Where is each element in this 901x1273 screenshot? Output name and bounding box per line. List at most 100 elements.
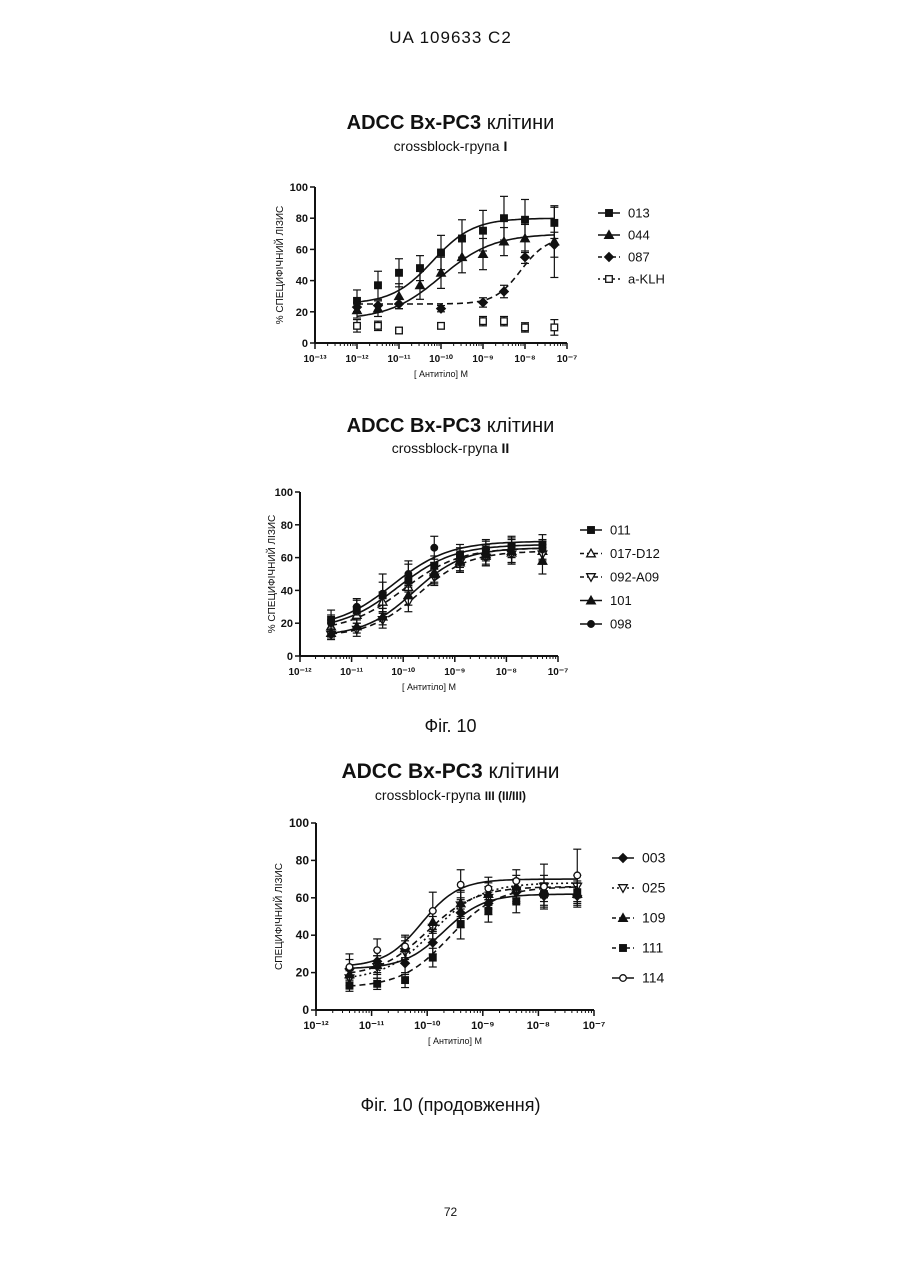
chart-3-point-111	[402, 977, 409, 984]
chart-2-point-098	[405, 571, 412, 578]
chart-3-point-114	[541, 883, 548, 890]
chart-3-ylabel: СПЕЦИФІЧНИЙ ЛІЗИС	[272, 863, 285, 970]
chart-3-ytick-label: 0	[302, 1003, 309, 1017]
chart-1-ytick-label: 80	[296, 213, 308, 225]
chart-1-legend-label-044: 044	[628, 228, 650, 243]
chart-3-point-111	[485, 908, 492, 915]
chart-3-point-114	[485, 885, 492, 892]
chart-1-point-087	[479, 298, 488, 307]
chart-3-ytick-label: 60	[296, 891, 310, 905]
chart-2-ytick-label: 100	[275, 487, 293, 499]
chart-1-xtick-label: 10⁻¹²	[345, 354, 369, 365]
chart-3-xtick-label: 10⁻⁸	[527, 1020, 550, 1032]
chart-2-ylabel: % СПЕЦИФІЧНИЙ ЛІЗИС	[265, 515, 278, 634]
chart-2-point-098	[431, 544, 438, 551]
chart-3-legend-label-003: 003	[642, 850, 666, 866]
chart-1-xtick-label: 10⁻⁸	[514, 354, 535, 365]
chart-2-point-098	[508, 544, 515, 551]
chart-1-xtick-label: 10⁻⁷	[557, 354, 578, 365]
chart-3-point-114	[574, 872, 581, 879]
chart-1-point-013	[438, 249, 445, 256]
chart-3-xtick-label: 10⁻¹⁰	[414, 1020, 441, 1032]
chart-2-xtick-label: 10⁻⁹	[444, 667, 465, 678]
chart-2-legend-marker-098	[588, 621, 595, 628]
chart-1-point-013	[480, 227, 487, 234]
chart-3-point-114	[402, 943, 409, 950]
chart-3-ytick-label: 100	[289, 816, 309, 830]
chart-2-point-098	[457, 551, 464, 558]
chart-2-point-098	[379, 590, 386, 597]
chart-1-point-a-KLH	[501, 318, 508, 325]
chart-3-point-111	[457, 921, 464, 928]
chart-3-point-114	[346, 964, 353, 971]
chart-1-point-013	[459, 235, 466, 242]
chart-1-legend-label-087: 087	[628, 250, 650, 265]
chart-2-legend-label-092-A09: 092-A09	[610, 570, 659, 585]
chart-3-legend-label-111: 111	[642, 940, 663, 956]
chart-3-ytick-label: 40	[296, 928, 310, 942]
chart-2-xtick-label: 10⁻⁷	[548, 667, 569, 678]
chart-1-point-013	[417, 265, 424, 272]
chart-2-legend-label-098: 098	[610, 617, 632, 632]
chart-1-xtick-label: 10⁻¹³	[303, 354, 327, 365]
chart-1-point-a-KLH	[375, 323, 382, 330]
chart-1-legend-marker-a-KLH	[606, 276, 613, 283]
chart-1: 02040608010010⁻¹³10⁻¹²10⁻¹¹10⁻¹⁰10⁻⁹10⁻⁸…	[273, 182, 665, 379]
chart-3: 02040608010010⁻¹²10⁻¹¹10⁻¹⁰10⁻⁹10⁻⁸10⁻⁷[…	[272, 816, 666, 1046]
chart-1-legend-marker-013	[606, 210, 613, 217]
chart-3-legend-marker-111	[620, 945, 627, 952]
chart-2-xlabel: [ Антитіло] М	[402, 682, 456, 692]
chart-2-ytick-label: 40	[281, 585, 293, 597]
chart-3-legend-label-109: 109	[642, 910, 666, 926]
chart-1-point-a-KLH	[480, 318, 487, 325]
chart-3-ytick-label: 80	[296, 853, 310, 867]
chart-2-ytick-label: 60	[281, 553, 293, 565]
chart-3-point-111	[346, 982, 353, 989]
chart-3-legend-marker-114	[620, 975, 627, 982]
chart-3-xlabel: [ Антитіло] М	[428, 1036, 482, 1046]
chart-2-ytick-label: 80	[281, 520, 293, 532]
chart-1-xtick-label: 10⁻¹⁰	[429, 354, 453, 365]
chart-1-point-a-KLH	[354, 323, 361, 330]
chart-2-xtick-label: 10⁻¹²	[288, 667, 312, 678]
charts-canvas: 0 20 40 60 80 100 10⁻¹³ 10⁻¹² 10⁻¹¹ 10⁻¹⁰ 10⁻⁹ 10⁻⁸…	[0, 0, 901, 1273]
chart-3-point-111	[513, 898, 520, 905]
chart-1-point-013	[396, 270, 403, 277]
chart-3-xtick-label: 10⁻¹¹	[359, 1020, 385, 1032]
chart-1-point-013	[501, 215, 508, 222]
chart-2-point-098	[539, 546, 546, 553]
chart-2: 02040608010010⁻¹²10⁻¹¹10⁻¹⁰10⁻⁹10⁻⁸10⁻⁷[…	[265, 487, 660, 692]
chart-1-series-013	[353, 196, 558, 311]
chart-1-series-a-KLH	[353, 316, 558, 335]
chart-2-point-098	[328, 620, 335, 627]
chart-1-legend-label-013: 013	[628, 206, 650, 221]
chart-1-legend-marker-087	[605, 253, 614, 262]
chart-3-legend-marker-003	[619, 854, 628, 863]
chart-2-xtick-label: 10⁻¹¹	[340, 667, 364, 678]
chart-2-legend-marker-011	[588, 527, 595, 534]
chart-1-point-044	[395, 292, 404, 300]
chart-3-legend-label-114: 114	[642, 970, 665, 986]
chart-2-fit-017-D12	[331, 548, 542, 625]
chart-1-ytick-label: 40	[296, 276, 308, 288]
chart-1-ytick-label: 0	[302, 338, 308, 350]
chart-3-xtick-label: 10⁻⁹	[471, 1020, 494, 1032]
chart-3-point-111	[374, 981, 381, 988]
chart-2-point-098	[483, 546, 490, 553]
chart-2-legend-label-101: 101	[610, 593, 632, 608]
chart-3-legend-label-025: 025	[642, 880, 666, 896]
chart-1-xlabel: [ Антитіло] М	[414, 369, 468, 379]
chart-3-ytick-label: 20	[296, 966, 310, 980]
chart-3-point-111	[429, 954, 436, 961]
chart-1-ytick-label: 100	[290, 182, 308, 194]
chart-3-point-114	[374, 947, 381, 954]
chart-2-point-098	[353, 604, 360, 611]
chart-2-ytick-label: 20	[281, 618, 293, 630]
chart-1-legend-label-a-KLH: a-KLH	[628, 272, 665, 287]
chart-3-xtick-label: 10⁻¹²	[303, 1020, 329, 1032]
chart-2-xtick-label: 10⁻⁸	[496, 667, 517, 678]
chart-2-legend-label-017-D12: 017-D12	[610, 546, 660, 561]
chart-2-xtick-label: 10⁻¹⁰	[391, 667, 415, 678]
chart-1-ytick-label: 60	[296, 244, 308, 256]
chart-1-point-a-KLH	[522, 324, 529, 331]
